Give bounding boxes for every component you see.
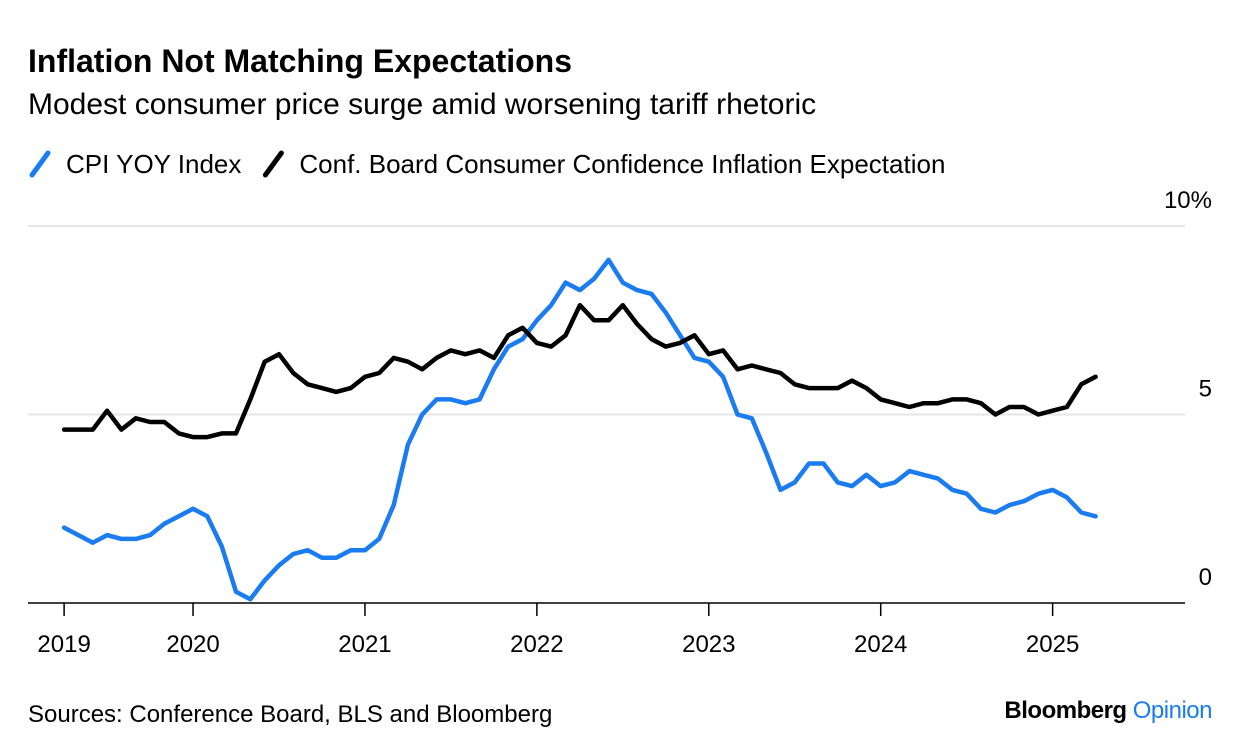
legend-swatch	[29, 150, 51, 178]
chart-subtitle: Modest consumer price surge amid worseni…	[28, 88, 816, 121]
series-line	[61, 302, 1098, 440]
y-tick-label: 0	[1199, 564, 1212, 591]
legend-swatch	[262, 150, 284, 178]
series-line	[61, 257, 1098, 602]
brand-product: Opinion	[1133, 697, 1212, 724]
x-tick-label: 2022	[510, 631, 563, 658]
brand: Bloomberg Opinion	[1004, 697, 1212, 724]
y-tick-label: 10%	[1164, 187, 1212, 214]
x-tick-label: 2024	[854, 631, 907, 658]
x-tick-label: 2020	[166, 631, 219, 658]
chart-title: Inflation Not Matching Expectations	[28, 43, 572, 79]
source: Sources: Conference Board, BLS and Bloom…	[28, 701, 552, 728]
x-tick-label: 2025	[1026, 631, 1079, 658]
x-tick-label: 2021	[338, 631, 391, 658]
y-tick-label: 5	[1199, 376, 1212, 403]
legend-label: Conf. Board Consumer Confidence Inflatio…	[299, 149, 945, 179]
x-tick-label: 2019	[37, 631, 90, 658]
legend-label: CPI YOY Index	[66, 149, 241, 179]
brand-name: Bloomberg	[1004, 697, 1126, 724]
x-tick-label: 2023	[682, 631, 735, 658]
